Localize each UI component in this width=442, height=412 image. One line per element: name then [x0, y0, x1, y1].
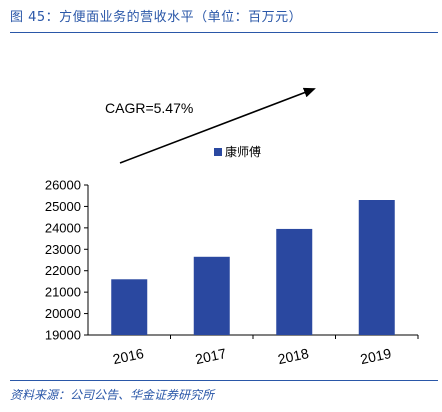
x-tick-label: 2017	[194, 345, 228, 367]
revenue-bar-chart: 19000 20000 21000 22000 23000 24000 25000 26000…	[45, 87, 419, 367]
cagr-annotation: CAGR=5.47%	[105, 100, 193, 116]
y-tick-label: 19000	[45, 328, 81, 343]
bar	[193, 256, 230, 335]
trend-arrow	[119, 87, 316, 164]
figure-source: 资料来源：公司公告、华金证券研究所	[10, 388, 215, 402]
legend-label: 康师傅	[225, 144, 261, 159]
legend-swatch	[214, 148, 222, 156]
figure-title: 图 45：方便面业务的营收水平（单位：百万元）	[10, 10, 303, 25]
source-divider	[10, 380, 438, 381]
y-tick-label: 25000	[45, 199, 81, 214]
bar	[358, 200, 395, 335]
y-tick-label: 24000	[45, 220, 81, 235]
bar	[276, 228, 313, 335]
y-tick-label: 20000	[45, 306, 81, 321]
title-divider	[10, 32, 438, 33]
x-tick-label: 2016	[111, 345, 145, 367]
x-tick-label: 2019	[359, 345, 393, 367]
bar	[111, 279, 148, 335]
y-tick-label: 26000	[45, 178, 81, 193]
x-tick-label: 2018	[276, 345, 310, 367]
y-tick-label: 23000	[45, 242, 81, 257]
y-tick-label: 21000	[45, 285, 81, 300]
y-tick-label: 22000	[45, 263, 81, 278]
